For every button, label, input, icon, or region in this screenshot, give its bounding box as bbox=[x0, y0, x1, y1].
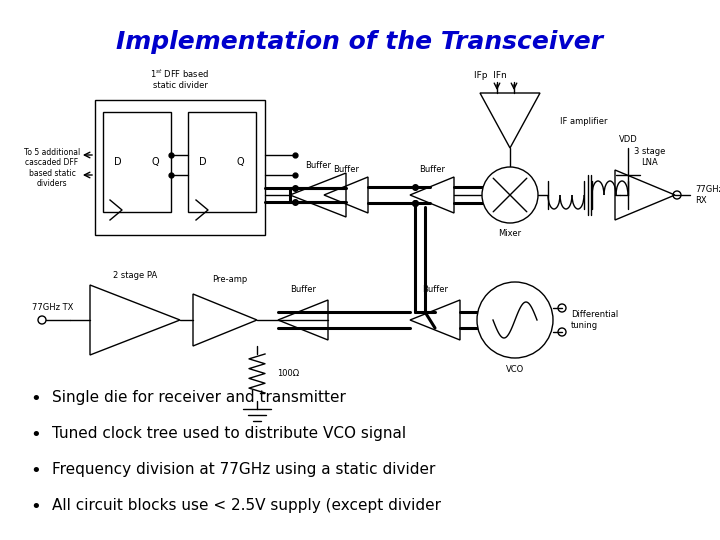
Circle shape bbox=[482, 167, 538, 223]
Text: 77GHz TX: 77GHz TX bbox=[32, 303, 73, 313]
Text: Buffer: Buffer bbox=[305, 160, 331, 170]
Text: •: • bbox=[30, 462, 41, 480]
Bar bbox=[188, 112, 256, 212]
Text: Tuned clock tree used to distribute VCO signal: Tuned clock tree used to distribute VCO … bbox=[52, 426, 406, 441]
Text: To 5 additional
cascaded DFF
based static
dividers: To 5 additional cascaded DFF based stati… bbox=[24, 148, 80, 188]
Text: •: • bbox=[30, 498, 41, 516]
Bar bbox=[103, 112, 171, 212]
Circle shape bbox=[477, 282, 553, 358]
Text: 1$^{st}$ DFF based
static divider: 1$^{st}$ DFF based static divider bbox=[150, 67, 210, 90]
Text: •: • bbox=[30, 390, 41, 408]
Text: Mixer: Mixer bbox=[498, 228, 521, 238]
Text: D: D bbox=[114, 157, 122, 167]
Text: Frequency division at 77GHz using a static divider: Frequency division at 77GHz using a stat… bbox=[52, 462, 436, 477]
Text: 100Ω: 100Ω bbox=[277, 368, 299, 377]
Text: D: D bbox=[199, 157, 207, 167]
Text: Buffer: Buffer bbox=[419, 165, 445, 173]
Text: Buffer: Buffer bbox=[422, 286, 448, 294]
Text: •: • bbox=[30, 426, 41, 444]
Text: VDD: VDD bbox=[618, 136, 637, 145]
Text: Pre-amp: Pre-amp bbox=[212, 275, 248, 285]
Text: Q: Q bbox=[151, 157, 159, 167]
Text: IF amplifier: IF amplifier bbox=[560, 117, 608, 125]
Text: VCO: VCO bbox=[506, 366, 524, 375]
Text: Single die for receiver and transmitter: Single die for receiver and transmitter bbox=[52, 390, 346, 405]
Text: All circuit blocks use < 2.5V supply (except divider: All circuit blocks use < 2.5V supply (ex… bbox=[52, 498, 441, 513]
Text: IFp  IFn: IFp IFn bbox=[474, 71, 506, 80]
Text: Implementation of the Transceiver: Implementation of the Transceiver bbox=[117, 30, 603, 54]
Text: Differential
tuning: Differential tuning bbox=[571, 310, 618, 330]
Text: Q: Q bbox=[236, 157, 244, 167]
Text: 77GHz
RX: 77GHz RX bbox=[695, 185, 720, 205]
Text: Buffer: Buffer bbox=[333, 165, 359, 173]
Text: 2 stage PA: 2 stage PA bbox=[113, 271, 157, 280]
Bar bbox=[95, 100, 265, 235]
Text: Buffer: Buffer bbox=[290, 286, 316, 294]
Text: 3 stage
LNA: 3 stage LNA bbox=[634, 147, 666, 167]
